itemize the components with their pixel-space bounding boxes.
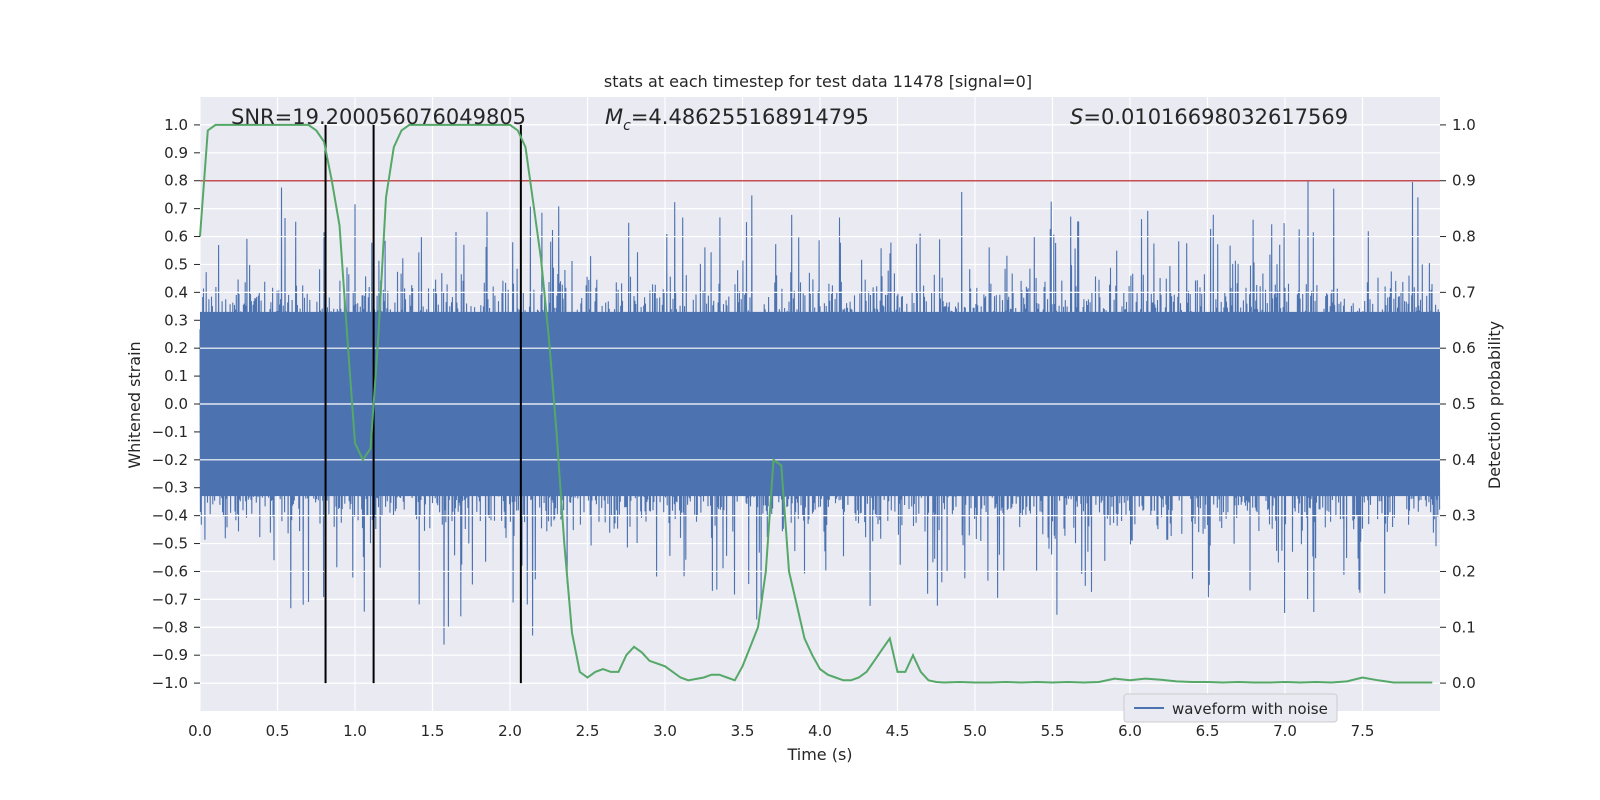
x-tick-label: 1.0: [343, 722, 367, 740]
s-value: =0.01016698032617569: [1083, 105, 1348, 129]
y2-tick-label: 0.7: [1452, 283, 1476, 301]
x-tick-label: 7.5: [1351, 722, 1375, 740]
x-tick-label: 4.0: [808, 722, 832, 740]
x-tick-label: 7.0: [1273, 722, 1297, 740]
x-tick-label: 3.0: [653, 722, 677, 740]
y2-tick-label: 0.1: [1452, 618, 1476, 636]
x-tick-label: 0.5: [266, 722, 290, 740]
x-axis-title: Time (s): [786, 745, 852, 764]
y2-tick-label: 0.4: [1452, 451, 1476, 469]
y-tick-label: 0.0: [164, 395, 188, 413]
y-tick-label: −0.1: [152, 423, 188, 441]
y-tick-label: 0.9: [164, 144, 188, 162]
y-axis-ticks: 1.0 0.9 0.8 0.7 0.6 0.5 0.4 0.3 0.2 0.1 0.0 −0.1 −0.…: [152, 116, 200, 692]
y-tick-label: 0.2: [164, 339, 188, 357]
x-axis-ticks: 0.0 0.5 1.0 1.5 2.0 2.5 3.0 3.5 4.0 4.5 5.0 5.5 6.0 6…: [188, 722, 1374, 740]
y2-tick-label: 0.0: [1452, 674, 1476, 692]
y-tick-label: −0.7: [152, 590, 188, 608]
y-tick-label: 0.5: [164, 255, 188, 273]
y2-tick-label: 0.8: [1452, 228, 1476, 246]
legend-box: [1123, 693, 1338, 723]
y2-tick-label: 0.3: [1452, 507, 1476, 525]
x-tick-label: 5.0: [963, 722, 987, 740]
x-tick-label: 0.0: [188, 722, 212, 740]
mc-value: =4.486255168914795: [631, 105, 869, 129]
x-tick-label: 6.0: [1118, 722, 1142, 740]
legend-label: waveform with noise: [1172, 700, 1328, 718]
x-tick-label: 5.5: [1041, 722, 1065, 740]
x-tick-label: 2.5: [576, 722, 600, 740]
y-tick-label: −0.5: [152, 535, 188, 553]
y-tick-label: −0.4: [152, 507, 188, 525]
x-tick-label: 4.5: [886, 722, 910, 740]
s-annotation: S=0.01016698032617569: [1070, 105, 1348, 129]
y2-tick-label: 1.0: [1452, 116, 1476, 134]
y-tick-label: −0.8: [152, 618, 188, 636]
y-tick-label: −0.2: [152, 451, 188, 469]
y2-axis-title: Detection probability: [1485, 321, 1504, 489]
y-tick-label: −1.0: [152, 674, 188, 692]
y2-tick-label: 0.2: [1452, 562, 1476, 580]
y2-tick-label: 0.5: [1452, 395, 1476, 413]
y-tick-label: 1.0: [164, 116, 188, 134]
x-tick-label: 3.5: [731, 722, 755, 740]
x-tick-label: 2.0: [498, 722, 522, 740]
legend: waveform with noise: [1123, 693, 1338, 723]
y-tick-label: 0.4: [164, 283, 188, 301]
y2-axis-ticks: 1.0 0.9 0.8 0.7 0.6 0.5 0.4 0.3 0.2 0.1 0.0: [1440, 116, 1476, 692]
y-tick-label: −0.9: [152, 646, 188, 664]
y2-tick-label: 0.9: [1452, 172, 1476, 190]
mc-subscript: c: [623, 118, 631, 134]
x-tick-label: 6.5: [1196, 722, 1220, 740]
mc-symbol: M: [605, 105, 623, 129]
y-tick-label: 0.7: [164, 200, 188, 218]
y-tick-label: 0.8: [164, 172, 188, 190]
y-tick-label: 0.1: [164, 367, 188, 385]
detection-probability-line: [199, 123, 1433, 684]
chirp-mass-annotation: Mc=4.486255168914795: [605, 105, 869, 134]
y-tick-label: 0.6: [164, 228, 188, 246]
s-symbol: S: [1070, 105, 1083, 129]
snr-annotation: SNR=19.200056076049805: [231, 105, 526, 129]
y2-tick-label: 0.6: [1452, 339, 1476, 357]
chart-title: stats at each timestep for test data 114…: [604, 72, 1032, 91]
y-tick-label: −0.6: [152, 562, 188, 580]
y-tick-label: −0.3: [152, 479, 188, 497]
y-tick-label: 0.3: [164, 311, 188, 329]
y-axis-title: Whitened strain: [125, 341, 144, 468]
x-tick-label: 1.5: [421, 722, 445, 740]
